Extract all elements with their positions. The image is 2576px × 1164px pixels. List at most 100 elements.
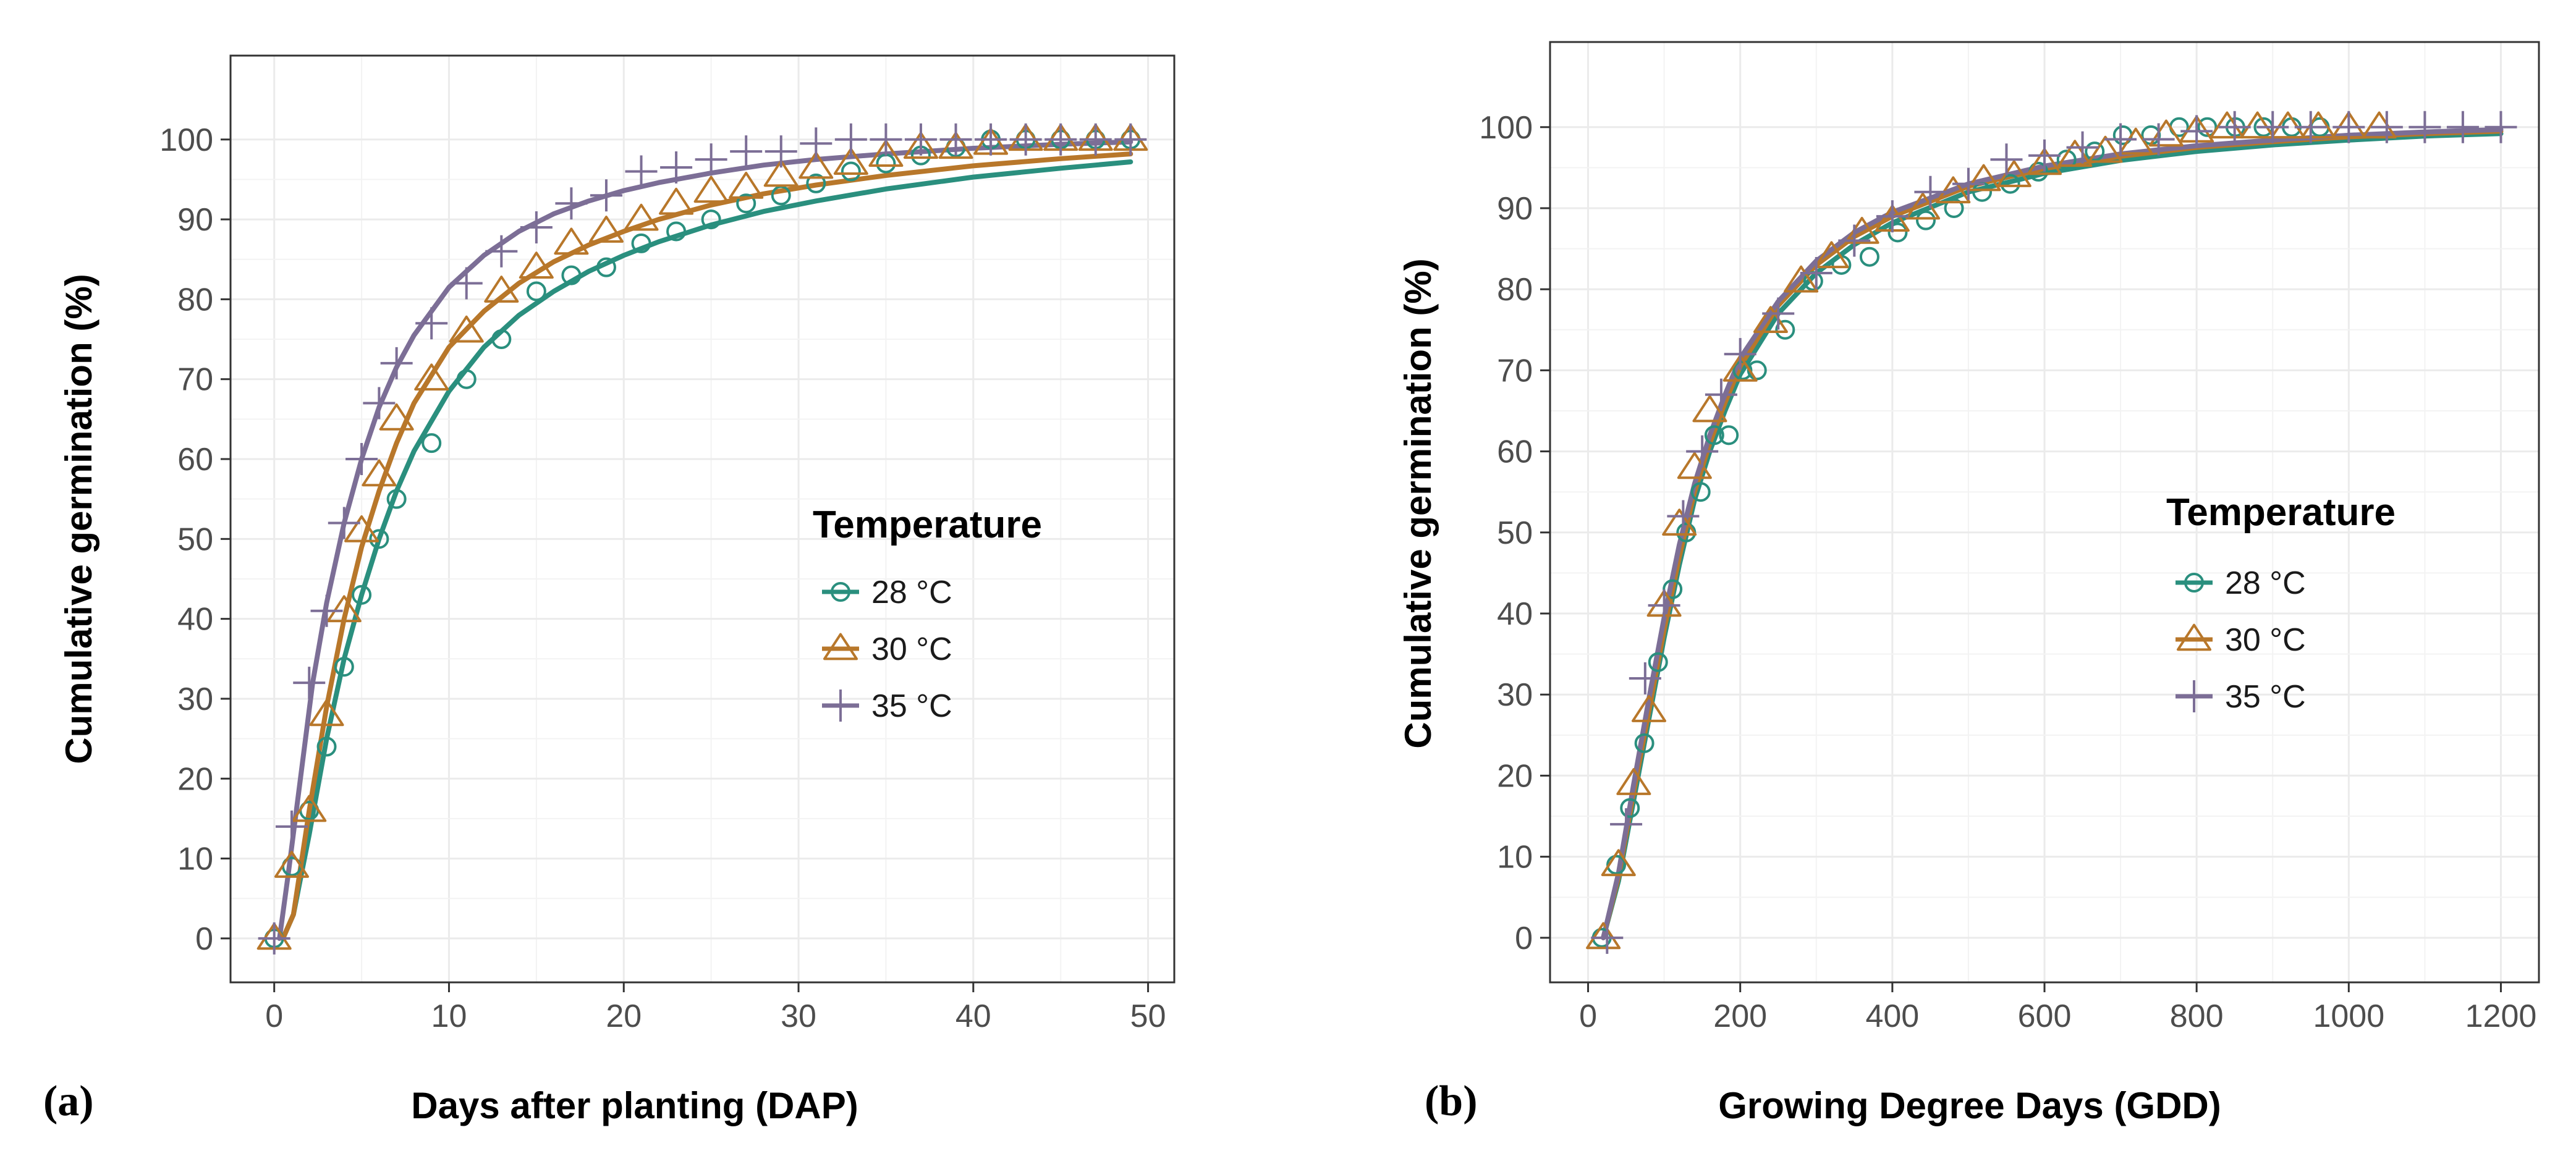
chart-b-point-28c xyxy=(1732,360,1753,381)
chart-b-legend-entries: 28 °C 30 °C 35 °C xyxy=(2176,565,2306,715)
chart-b-y-tick-label: 40 xyxy=(1497,596,1533,632)
chart-b-x-tick-label: 1000 xyxy=(2313,998,2384,1034)
chart-a-point-30c xyxy=(938,132,973,159)
chart-a-curve-28c xyxy=(280,159,1133,941)
chart-b-point-35c xyxy=(2028,139,2061,172)
chart-b-point-30c xyxy=(1601,849,1636,877)
chart-a-legend-label: 28 °C xyxy=(871,575,952,610)
chart-a-point-28c xyxy=(369,529,389,549)
chart-b-point-30c xyxy=(1936,176,1971,204)
chart-b-point-35c xyxy=(1990,143,2023,176)
chart-b-point-35c xyxy=(2180,115,2213,148)
chart-a-point-35c xyxy=(1114,123,1147,156)
chart-a-point-30c xyxy=(379,403,414,431)
chart-a-point-35c xyxy=(765,135,797,168)
chart-a-point-35c xyxy=(660,151,693,184)
chart-b-point-28c xyxy=(1888,222,1908,243)
chart-b-point-35c xyxy=(1838,224,1871,257)
chart-a-point-35c xyxy=(975,123,1007,156)
chart-a-point-35c xyxy=(363,387,396,420)
chart-a-point-35c xyxy=(258,922,290,955)
chart-b-legend: Temperature 28 °C 30 °C 35 °C xyxy=(2166,491,2396,715)
chart-panel-a: 0 10 20 30 40 50 0 10 20 30 40 50 60 70 80 90 100 Days … xyxy=(43,54,1176,1126)
chart-a-point-35c xyxy=(800,127,833,160)
chart-b-y-tick-label: 50 xyxy=(1497,515,1533,551)
chart-a-legend-label: 35 °C xyxy=(871,688,952,724)
chart-a-point-28c xyxy=(561,265,582,285)
chart-b-point-35c xyxy=(1705,378,1737,411)
chart-b-legend-swatch-marker xyxy=(2184,573,2204,593)
chart-b-point-35c xyxy=(2409,111,2441,143)
chart-b-y-tick-label: 30 xyxy=(1497,677,1533,713)
chart-a-legend-item-35c: 35 °C xyxy=(822,688,952,724)
chart-b-point-35c xyxy=(2218,111,2251,143)
chart-b-data-points xyxy=(1586,111,2517,954)
chart-b-legend-swatch-marker xyxy=(2177,623,2211,651)
chart-a-point-35c xyxy=(328,507,360,539)
chart-a-point-35c xyxy=(1044,123,1077,156)
chart-a-point-30c xyxy=(344,515,379,542)
chart-a-legend-label: 30 °C xyxy=(871,631,952,667)
chart-b-point-35c xyxy=(1686,435,1719,468)
chart-b-point-28c xyxy=(1690,482,1711,502)
chart-a-curve-30c xyxy=(280,151,1133,941)
chart-b-y-tick-label: 20 xyxy=(1497,758,1533,794)
chart-a-point-28c xyxy=(316,736,337,757)
chart-b-y-tick-label: 100 xyxy=(1479,110,1533,146)
chart-b-point-28c xyxy=(2085,141,2105,162)
chart-a-point-28c xyxy=(701,209,721,230)
chart-a-point-35c xyxy=(520,211,553,244)
chart-b-point-30c xyxy=(1784,265,1819,293)
chart-b-y-tick-label: 90 xyxy=(1497,191,1533,227)
chart-b-legend-swatch-marker xyxy=(2178,680,2210,712)
chart-b-y-tick-label: 0 xyxy=(1515,921,1533,956)
chart-b-y-axis-title: Cumulative germination (%) xyxy=(1397,258,1439,748)
chart-b-point-35c xyxy=(2256,111,2289,143)
chart-a-point-35c xyxy=(590,179,622,212)
chart-a-point-30c xyxy=(868,140,904,167)
chart-b-point-35c xyxy=(1952,167,1985,200)
chart-b-point-28c xyxy=(1634,733,1654,753)
chart-b-point-30c xyxy=(2088,135,2123,163)
chart-a-point-30c xyxy=(309,699,344,727)
chart-b-point-28c xyxy=(1704,425,1724,445)
chart-a-point-30c xyxy=(799,151,834,179)
chart-b-point-35c xyxy=(2332,111,2365,143)
chart-a-point-30c xyxy=(588,216,624,243)
chart-b-point-30c xyxy=(2118,127,2153,155)
chart-a-point-35c xyxy=(380,347,413,379)
chart-a-y-tick-label: 20 xyxy=(177,761,213,797)
chart-a-point-30c xyxy=(763,159,799,187)
chart-b-legend-item-30c: 30 °C xyxy=(2176,622,2306,658)
chart-b-point-35c xyxy=(1610,808,1643,841)
chart-a-point-30c xyxy=(659,187,694,215)
chart-a-x-tick-label: 20 xyxy=(606,998,642,1034)
chart-b-legend-title: Temperature xyxy=(2166,491,2396,534)
chart-a-x-axis: 0 10 20 30 40 50 xyxy=(265,982,1166,1034)
chart-b-point-28c xyxy=(1663,579,1683,599)
chart-panel-b: 0 200 400 600 800 1000 1200 0 10 20 30 40 50 60 70 80 9… xyxy=(1397,41,2540,1126)
chart-b-point-30c xyxy=(1616,768,1651,795)
chart-b-point-35c xyxy=(2485,111,2517,143)
chart-a-point-35c xyxy=(695,143,727,176)
chart-a-x-tick-label: 10 xyxy=(431,998,467,1034)
chart-b-legend-label: 35 °C xyxy=(2225,679,2306,715)
chart-a-point-30c xyxy=(693,175,729,203)
chart-a-point-30c xyxy=(484,276,519,303)
chart-a-point-30c xyxy=(519,251,554,279)
chart-a-legend-swatch-marker xyxy=(824,690,857,722)
chart-a-point-30c xyxy=(624,203,659,231)
chart-a-point-35c xyxy=(415,307,448,340)
chart-a-point-35c xyxy=(345,443,378,476)
chart-a-point-35c xyxy=(293,667,326,699)
chart-b-x-axis-title: Growing Degree Days (GDD) xyxy=(1718,1085,2221,1126)
chart-b-point-30c xyxy=(1662,508,1697,536)
chart-b-legend-item-35c: 35 °C xyxy=(2176,679,2306,715)
chart-b-point-30c xyxy=(1814,241,1849,269)
chart-b-point-30c xyxy=(1692,395,1727,423)
chart-a-x-tick-label: 30 xyxy=(781,998,816,1034)
chart-b-point-28c xyxy=(1648,652,1668,672)
chart-b-y-axis: 0 10 20 30 40 50 60 70 80 90 100 xyxy=(1479,110,1550,956)
